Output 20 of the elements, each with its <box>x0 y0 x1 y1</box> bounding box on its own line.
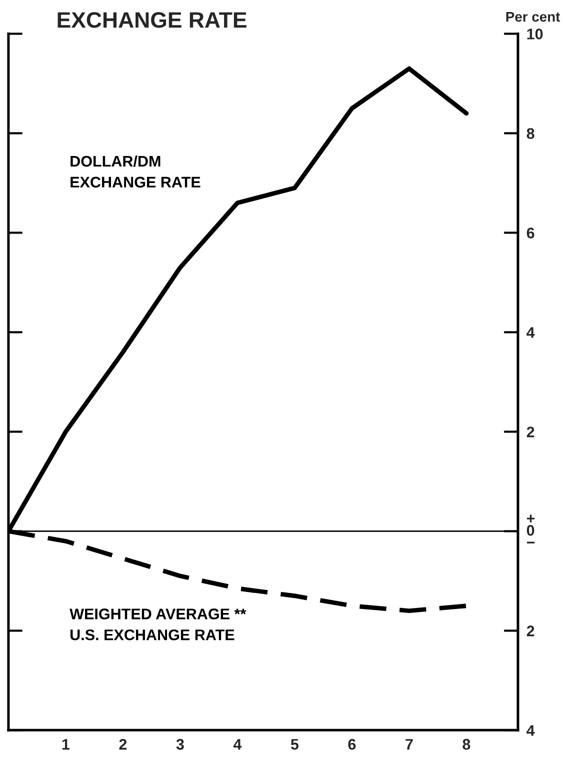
y-tick-label: 8 <box>526 128 534 139</box>
y-tick-label: 10 <box>527 28 543 40</box>
x-tick-label: 3 <box>176 738 184 750</box>
y-axis-title: Per cent <box>506 12 560 22</box>
y-tick-label: + 0 − <box>526 514 535 544</box>
y-tick-label: 2 <box>526 426 534 438</box>
x-tick-label: 8 <box>462 738 470 750</box>
x-tick-label: 2 <box>119 738 127 750</box>
y-tick-label: 4 <box>526 327 535 338</box>
x-tick-label: 5 <box>290 739 299 750</box>
x-tick-label: 1 <box>62 739 70 750</box>
y-tick-label: 4 <box>526 725 535 736</box>
text: DOLLAR/DM EXCHANGE RATE <box>70 155 200 188</box>
x-tick-label: 6 <box>348 738 356 750</box>
y-tick-label: 2 <box>526 626 534 636</box>
x-tick-label: 4 <box>233 739 242 750</box>
y-tick-label: 6 <box>526 228 534 238</box>
series-label: WEIGHTED AVERAGE ** U.S. EXCHANGE RATE <box>70 608 246 640</box>
chart-title: EXCHANGE RATE <box>58 12 246 28</box>
x-tick-label: 7 <box>406 739 413 750</box>
